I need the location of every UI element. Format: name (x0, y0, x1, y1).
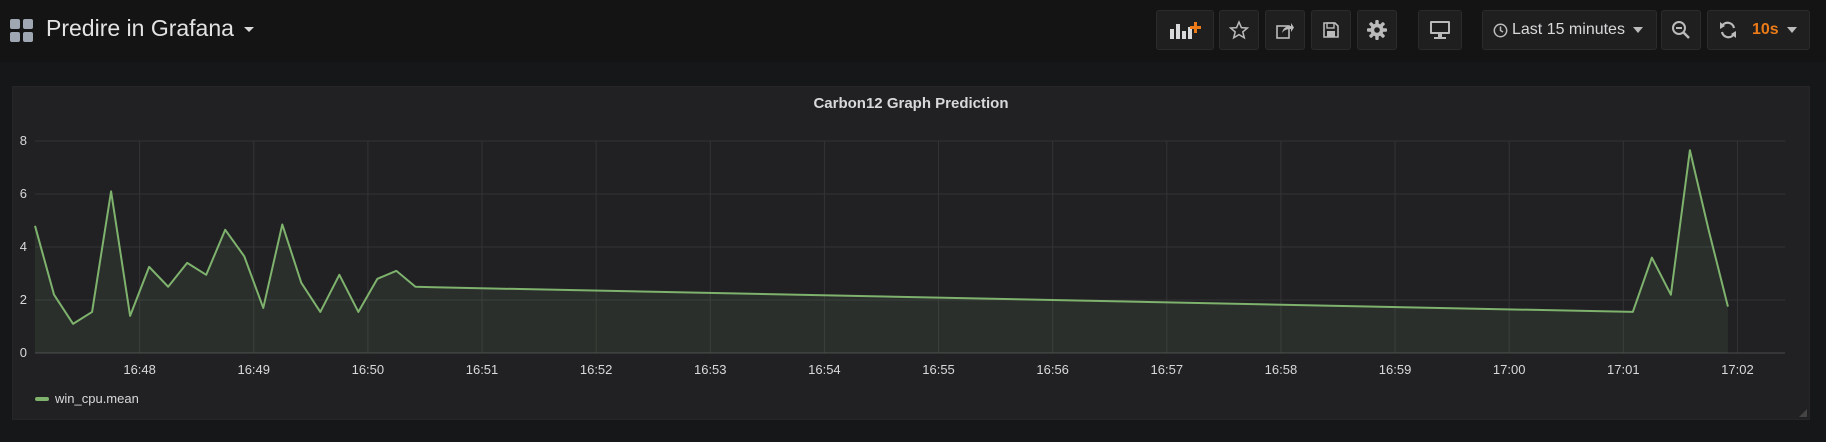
x-tick-label: 16:53 (694, 362, 727, 377)
x-tick-label: 17:00 (1493, 362, 1526, 377)
dashboard-grid-icon[interactable] (10, 19, 34, 43)
monitor-icon (1430, 21, 1450, 39)
x-tick-label: 16:48 (123, 362, 156, 377)
x-tick-label: 16:59 (1379, 362, 1412, 377)
y-tick-label: 0 (20, 345, 27, 360)
x-tick-label: 16:54 (808, 362, 841, 377)
series-line (34, 149, 1729, 325)
y-tick-label: 4 (20, 239, 27, 254)
clock-icon (1493, 23, 1508, 37)
panel-resize-handle[interactable] (1799, 409, 1807, 417)
y-tick-label: 6 (20, 186, 27, 201)
series-area (35, 150, 1728, 353)
time-picker-button[interactable]: Last 15 minutes (1482, 10, 1657, 50)
y-tick-label: 8 (20, 133, 27, 148)
x-tick-label: 16:55 (922, 362, 955, 377)
panel-title[interactable]: Carbon12 Graph Prediction (813, 95, 1009, 112)
share-dashboard-button[interactable] (1265, 10, 1305, 50)
top-navbar: Predire in Grafana (0, 0, 1826, 62)
x-tick-label: 16:58 (1265, 362, 1298, 377)
legend-series-swatch (35, 396, 49, 401)
add-panel-button[interactable] (1156, 10, 1214, 50)
x-tick-label: 16:51 (466, 362, 499, 377)
chevron-down-icon (1632, 27, 1643, 33)
graph-panel: Carbon12 Graph Prediction 0 2 4 6 8 16:48 16:4… (12, 86, 1810, 420)
add-panel-icon (1170, 22, 1201, 39)
x-tick-label: 16:52 (580, 362, 613, 377)
refresh-button[interactable]: 10s (1707, 10, 1810, 50)
x-tick-label: 17:01 (1607, 362, 1640, 377)
share-icon (1276, 23, 1294, 39)
graph-chart[interactable]: 0 2 4 6 8 16:48 16:49 16:50 16:51 16:52 16:53 16:54… (13, 87, 1811, 421)
x-tick-label: 16:49 (237, 362, 270, 377)
save-dashboard-button[interactable] (1311, 10, 1351, 50)
zoom-out-button[interactable] (1661, 10, 1701, 50)
star-dashboard-button[interactable] (1219, 10, 1259, 50)
legend: win_cpu.mean (35, 391, 139, 406)
x-tick-label: 16:50 (352, 362, 385, 377)
legend-series-label[interactable]: win_cpu.mean (55, 391, 139, 406)
y-tick-label: 2 (20, 292, 27, 307)
chevron-down-icon (1786, 27, 1797, 33)
chevron-down-icon (243, 27, 254, 33)
refresh-icon (1720, 21, 1736, 39)
dashboard-title: Predire in Grafana (46, 15, 234, 41)
star-icon (1229, 20, 1249, 40)
time-range-label: Last 15 minutes (1512, 21, 1625, 38)
dashboard-picker[interactable]: Predire in Grafana (46, 15, 254, 42)
zoom-out-icon (1672, 21, 1690, 39)
save-icon (1323, 22, 1339, 38)
refresh-interval-value: 10s (1752, 21, 1779, 38)
x-tick-label: 16:57 (1151, 362, 1184, 377)
x-tick-label: 16:56 (1036, 362, 1069, 377)
view-mode-button[interactable] (1418, 10, 1462, 50)
x-tick-label: 17:02 (1721, 362, 1754, 377)
gear-icon (1367, 20, 1387, 40)
dashboard-settings-button[interactable] (1357, 10, 1397, 50)
